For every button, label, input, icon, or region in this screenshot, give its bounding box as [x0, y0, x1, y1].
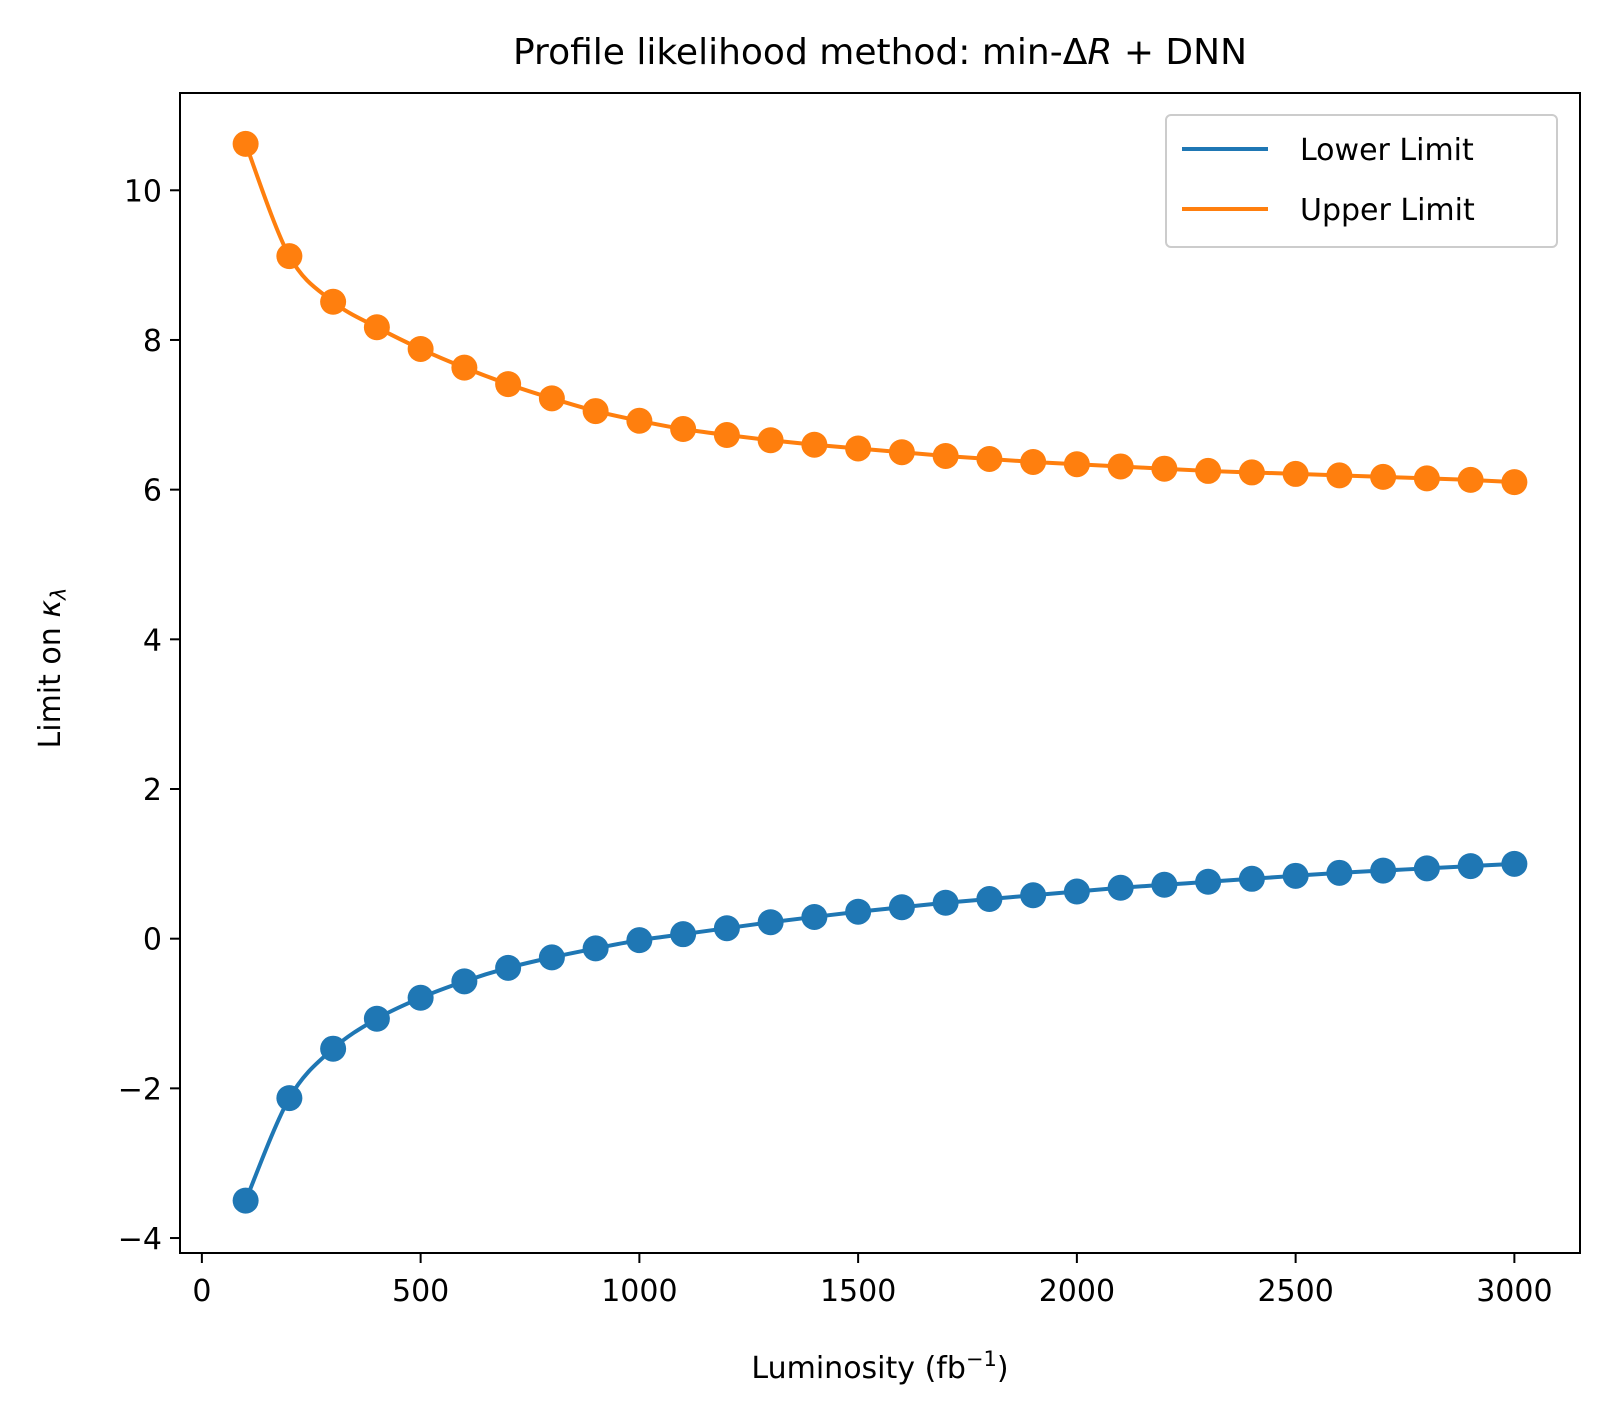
data-point-lower: [1151, 871, 1178, 898]
data-point-upper: [757, 427, 784, 454]
data-point-lower: [1195, 868, 1222, 895]
data-point-upper: [1020, 448, 1047, 475]
y-axis-label: Limit on κλ: [33, 588, 71, 749]
data-point-lower: [1370, 857, 1397, 884]
data-point-upper: [1282, 460, 1309, 487]
data-point-upper: [1107, 453, 1134, 480]
data-point-upper: [320, 288, 347, 315]
y-tick-label: −4: [118, 1222, 162, 1257]
data-point-lower: [407, 984, 434, 1011]
data-point-lower: [320, 1035, 347, 1062]
x-tick-label: 500: [392, 1274, 449, 1309]
data-point-upper: [1063, 451, 1090, 478]
data-point-upper: [1195, 457, 1222, 484]
data-point-upper: [801, 431, 828, 458]
y-tick-label: 6: [143, 474, 162, 509]
y-tick-label: −2: [118, 1072, 162, 1107]
data-point-upper: [407, 335, 434, 362]
chart-title: Profile likelihood method: min-ΔR + DNN: [513, 32, 1247, 73]
y-tick-label: 4: [143, 623, 162, 658]
data-point-lower: [801, 903, 828, 930]
data-point-lower: [888, 894, 915, 921]
data-point-upper: [1238, 459, 1265, 486]
data-point-upper: [1501, 469, 1528, 496]
data-point-lower: [845, 898, 872, 925]
data-point-lower: [1107, 874, 1134, 901]
data-point-lower: [1020, 882, 1047, 909]
y-tick-label: 10: [124, 174, 162, 209]
data-point-upper: [538, 385, 565, 412]
data-point-lower: [363, 1005, 390, 1032]
data-point-lower: [1238, 865, 1265, 892]
x-axis: 0 500 1000 1500 2000 2500 3000: [192, 1253, 1553, 1309]
data-point-lower: [232, 1187, 259, 1214]
data-point-upper: [976, 445, 1003, 472]
data-point-upper: [1413, 465, 1440, 492]
data-point-upper: [232, 130, 259, 157]
data-point-upper: [713, 422, 740, 449]
axes-frame: [179, 92, 1581, 1254]
data-point-lower: [582, 935, 609, 962]
data-point-lower: [538, 944, 565, 971]
data-point-lower: [451, 968, 478, 995]
data-point-lower: [670, 921, 697, 948]
data-point-upper: [888, 439, 915, 466]
data-point-upper: [276, 243, 303, 270]
data-point-upper: [1457, 466, 1484, 493]
data-point-upper: [626, 407, 653, 434]
data-point-lower: [1282, 862, 1309, 889]
data-point-lower: [1326, 859, 1353, 886]
x-tick-label: 2000: [1039, 1274, 1115, 1309]
legend-label-lower: Lower Limit: [1300, 133, 1474, 168]
x-tick-label: 2500: [1257, 1274, 1333, 1309]
data-point-upper: [495, 371, 522, 398]
x-axis-label: Luminosity (fb−1): [751, 1347, 1008, 1386]
data-point-upper: [1151, 455, 1178, 482]
data-point-lower: [1501, 850, 1528, 877]
data-point-lower: [276, 1085, 303, 1112]
x-tick-label: 1000: [601, 1274, 677, 1309]
data-point-lower: [1413, 855, 1440, 882]
data-point-upper: [932, 442, 959, 469]
data-point-lower: [495, 954, 522, 981]
legend: Lower Limit Upper Limit: [1165, 114, 1558, 248]
x-tick-label: 3000: [1476, 1274, 1552, 1309]
data-point-upper: [451, 354, 478, 381]
x-tick-label: 0: [192, 1274, 211, 1309]
data-point-upper: [1326, 462, 1353, 489]
data-point-lower: [976, 886, 1003, 913]
data-point-lower: [1457, 853, 1484, 880]
y-tick-label: 0: [143, 923, 162, 958]
y-tick-label: 2: [143, 773, 162, 808]
y-axis: −4 −2 0 2 4 6 8 10: [118, 174, 180, 1257]
x-tick-label: 1500: [820, 1274, 896, 1309]
y-tick-label: 8: [143, 324, 162, 359]
data-point-lower: [1063, 878, 1090, 905]
data-point-upper: [845, 435, 872, 462]
data-point-lower: [626, 927, 653, 954]
data-point-lower: [757, 909, 784, 936]
data-point-upper: [363, 314, 390, 341]
data-point-upper: [582, 398, 609, 425]
plot-area: [232, 130, 1528, 1214]
data-point-lower: [713, 915, 740, 942]
data-point-upper: [1370, 463, 1397, 490]
data-point-lower: [932, 889, 959, 916]
legend-label-upper: Upper Limit: [1300, 193, 1475, 228]
data-point-upper: [670, 416, 697, 443]
